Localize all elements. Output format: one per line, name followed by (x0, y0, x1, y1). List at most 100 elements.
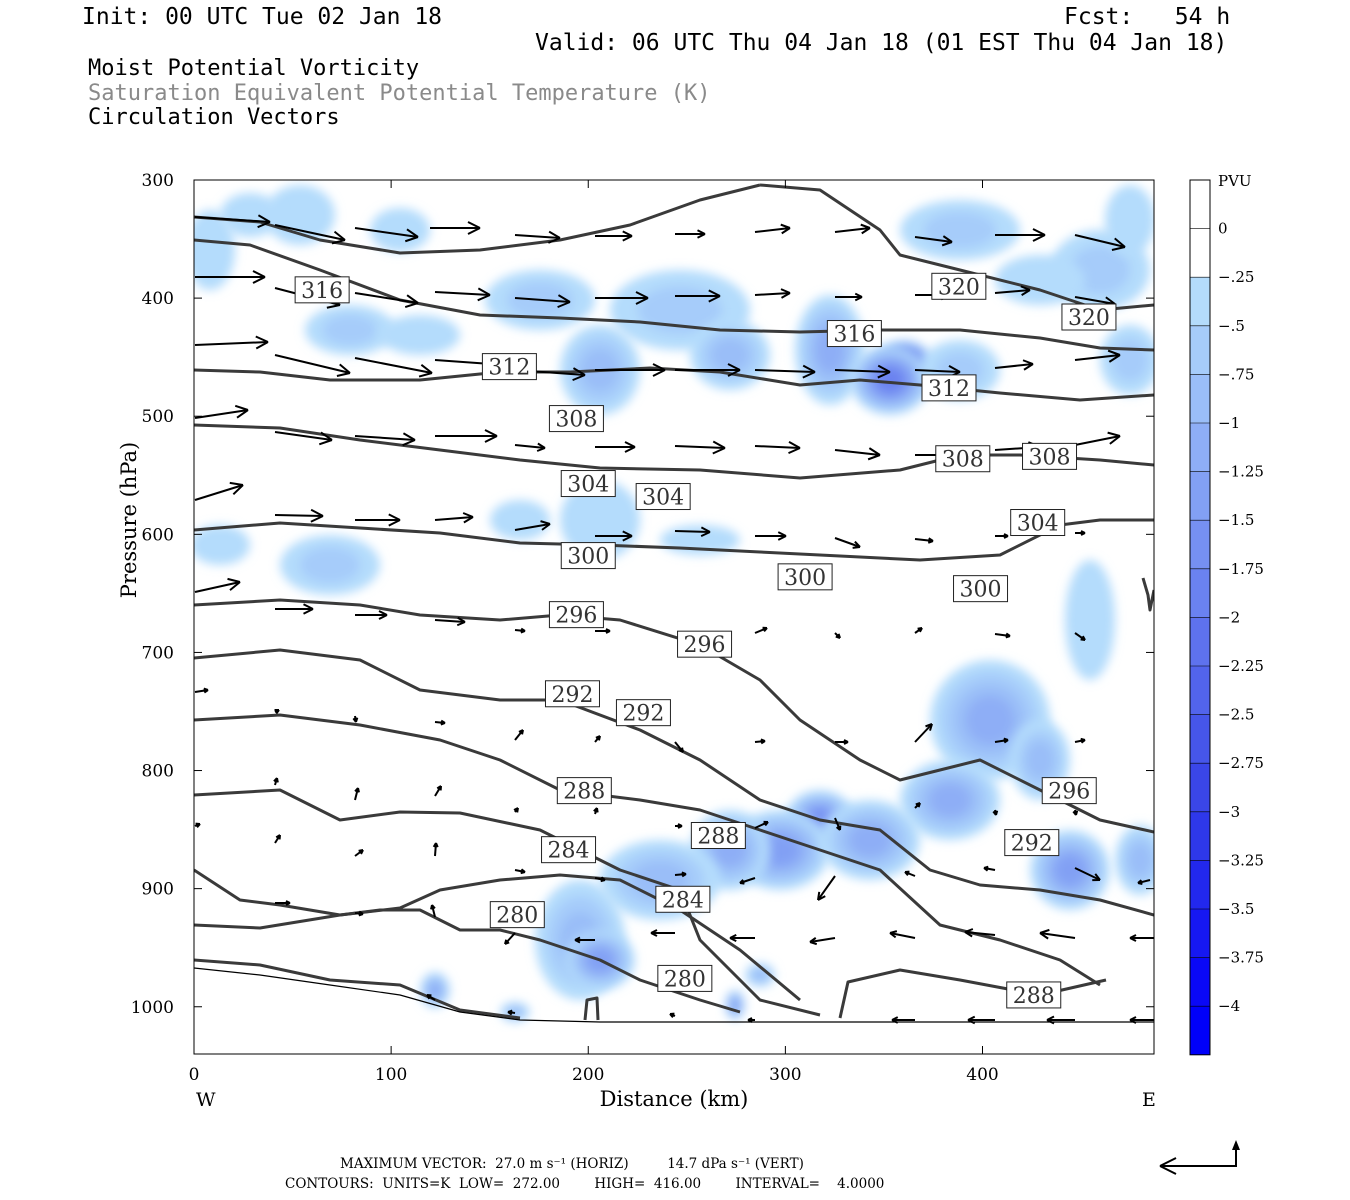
colorbar-label: −1 (1218, 414, 1240, 432)
svg-text:308: 308 (1029, 445, 1071, 470)
circulation-vector (354, 910, 364, 917)
colorbar-swatch (1190, 617, 1210, 666)
contour-label: 308 (935, 445, 991, 473)
circulation-vector (595, 230, 633, 242)
circulation-vector (595, 530, 633, 542)
contour-label: 288 (556, 777, 612, 805)
circulation-vector (674, 741, 684, 753)
contour-label: 304 (560, 470, 616, 498)
theta-es-contours (194, 183, 1154, 1023)
init-time: Init: 00 UTC Tue 02 Jan 18 (82, 4, 443, 30)
colorbar-swatch (1190, 325, 1210, 375)
svg-text:284: 284 (662, 888, 704, 913)
svg-text:312: 312 (488, 356, 530, 381)
y-axis-label: Pressure (hPa) (117, 442, 141, 598)
theta-es-contour (194, 788, 821, 1017)
svg-text:288: 288 (697, 825, 739, 850)
colorbar-label: −3.25 (1218, 851, 1264, 869)
contour-label: 292 (544, 680, 600, 708)
circulation-vector (434, 512, 474, 524)
svg-text:280: 280 (664, 967, 706, 992)
plot-frame (193, 179, 1155, 1055)
colorbar-swatch (1190, 568, 1210, 618)
circulation-vector (914, 802, 921, 809)
colorbar-swatch (1190, 860, 1210, 909)
y-tick-label: 1000 (131, 998, 174, 1018)
x-axis-label: Distance (km) (600, 1087, 749, 1111)
circulation-vector (747, 1017, 755, 1023)
circulation-vector (669, 1012, 676, 1019)
colorbar-swatch (1190, 374, 1210, 423)
colorbar-label: −2.75 (1218, 754, 1264, 772)
circulation-vector (754, 738, 766, 745)
pv-blob (1100, 325, 1154, 395)
circulation-vector (754, 441, 801, 455)
reference-vector-icon (1159, 1140, 1240, 1175)
theta-es-contour (194, 598, 1154, 834)
circulation-vector (739, 877, 756, 885)
contour-label: 304 (635, 483, 691, 511)
circulation-vector (514, 729, 524, 741)
contour-label: 316 (826, 320, 882, 348)
theta-es-contour (583, 996, 600, 1021)
svg-text:312: 312 (928, 377, 970, 402)
svg-text:304: 304 (642, 486, 684, 511)
contour-label: 280 (657, 964, 713, 992)
circulation-vector (194, 214, 271, 229)
circulation-vector (432, 842, 439, 857)
circulation-vector (1074, 632, 1086, 641)
svg-text:288: 288 (1013, 984, 1055, 1009)
colorbar-swatch (1190, 909, 1210, 958)
pv-blob (900, 760, 1000, 840)
pv-shading (194, 185, 1154, 1022)
contour-label: 296 (677, 630, 733, 658)
pv-colorbar: PVU 0 −.25 −.5 −.75 −1 −1.25 −1.5 −1.75 −2 −2.25 −2… (1189, 172, 1264, 1056)
circulation-vector (574, 936, 595, 944)
field-title-pv: Moist Potential Vorticity (88, 56, 420, 81)
svg-text:288: 288 (563, 780, 605, 805)
pv-blob (280, 535, 380, 595)
y-tick-label: 800 (142, 762, 174, 782)
circulation-vector (354, 432, 416, 447)
theta-es-contour (194, 183, 761, 255)
circulation-vector (1074, 431, 1121, 446)
pv-blob (194, 525, 250, 565)
circulation-vector (594, 876, 606, 883)
contour-label: 320 (1061, 303, 1117, 331)
circulation-vector (354, 849, 364, 857)
pv-blob (370, 208, 430, 252)
colorbar-label: −1.25 (1218, 463, 1264, 481)
contour-label: 320 (931, 272, 987, 300)
circulation-vector (593, 807, 599, 815)
circulation-vector (352, 715, 359, 723)
theta-es-contour (194, 366, 1154, 402)
circulation-vector (355, 513, 401, 527)
circulation-vector (1039, 928, 1076, 940)
circulation-vector (595, 363, 666, 377)
circulation-vector (674, 871, 687, 878)
circulation-vector (595, 291, 649, 305)
y-tick-label: 300 (142, 171, 174, 191)
contour-labels: 316 312 308 304 304 300 300 300 296 296 292 292 288 2… (294, 272, 1117, 1009)
circulation-vector (834, 817, 842, 831)
theta-es-contour (194, 423, 1154, 480)
pv-blob (1105, 185, 1154, 255)
contour-label: 288 (690, 822, 746, 850)
pv-blob (995, 255, 1085, 305)
svg-text:300: 300 (784, 566, 826, 591)
pv-blob (194, 210, 235, 290)
colorbar-label: −2.25 (1218, 657, 1264, 675)
y-tick-label: 600 (142, 525, 174, 545)
contour-label: 296 (548, 601, 604, 629)
theta-es-contour (194, 238, 1154, 352)
contour-label: 292 (615, 699, 671, 727)
circulation-vector (994, 632, 1011, 639)
svg-text:316: 316 (301, 279, 343, 304)
circulation-vector (354, 227, 419, 243)
circulation-vector (650, 929, 675, 937)
colorbar-label: −1.75 (1218, 560, 1264, 578)
contour-label: 308 (1022, 442, 1078, 470)
forecast-hour: Fcst: 54 h (1064, 4, 1231, 30)
y-tick-label: 900 (142, 880, 174, 900)
svg-text:320: 320 (938, 275, 980, 300)
